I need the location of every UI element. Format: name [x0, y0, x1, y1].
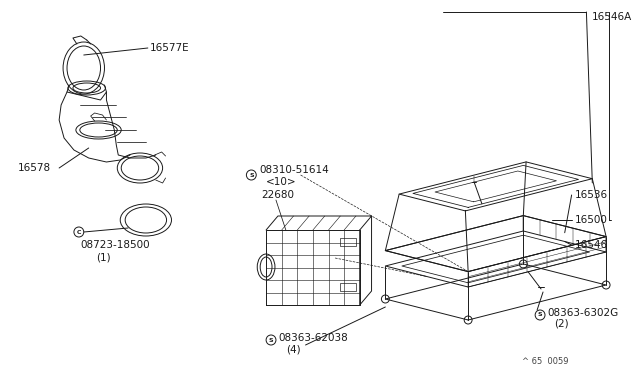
- Bar: [340, 238, 356, 246]
- Text: 16577E: 16577E: [150, 43, 189, 53]
- Text: (1): (1): [97, 253, 111, 263]
- Text: 22680: 22680: [261, 190, 294, 200]
- Text: <10>: <10>: [266, 177, 297, 187]
- Text: 08363-6302G: 08363-6302G: [547, 308, 618, 318]
- Text: S: S: [538, 312, 542, 317]
- Bar: [340, 283, 356, 291]
- Text: 08363-62038: 08363-62038: [278, 333, 348, 343]
- Text: S: S: [269, 337, 273, 343]
- Text: 16536: 16536: [575, 190, 608, 200]
- Text: 08310-51614: 08310-51614: [259, 165, 329, 175]
- Text: 16546: 16546: [575, 240, 608, 250]
- Text: ^ 65  0059: ^ 65 0059: [522, 357, 569, 366]
- Text: 16546A: 16546A: [591, 12, 632, 22]
- Text: S: S: [249, 173, 253, 177]
- Text: 16500: 16500: [575, 215, 607, 225]
- Text: (2): (2): [554, 319, 568, 329]
- Text: C: C: [77, 230, 81, 234]
- Text: (4): (4): [286, 345, 300, 355]
- Text: 16578: 16578: [18, 163, 51, 173]
- Text: 08723-18500: 08723-18500: [81, 240, 150, 250]
